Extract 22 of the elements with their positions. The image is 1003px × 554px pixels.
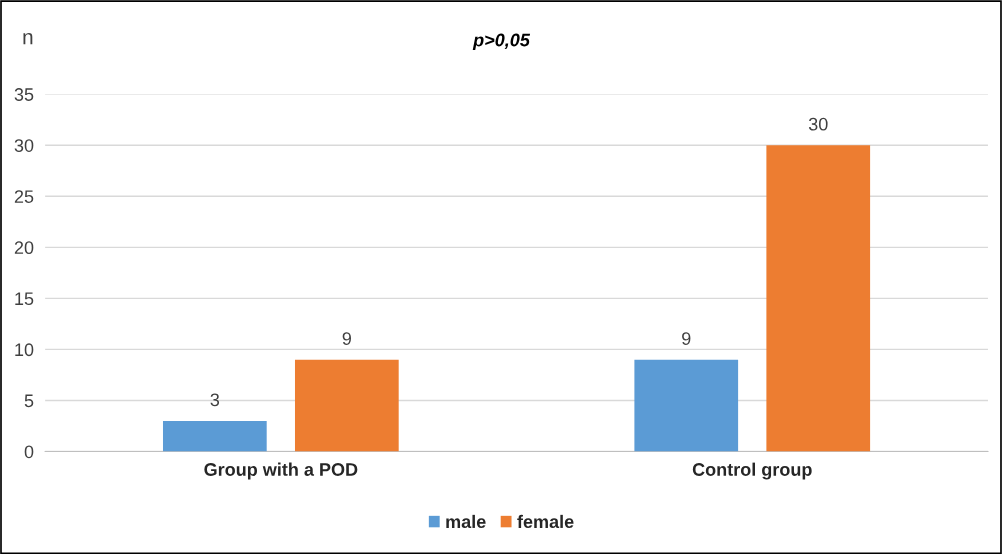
legend-label: male [446, 514, 486, 529]
y-axis-title: n [23, 32, 33, 45]
legend-label: female [517, 514, 574, 529]
y-tick-label: 20 [14, 241, 34, 255]
data-label: 30 [808, 117, 828, 131]
data-label: 3 [210, 393, 220, 407]
bar [766, 145, 871, 452]
bar [294, 359, 399, 452]
chart-title: p>0,05 [472, 33, 531, 50]
data-label: 9 [342, 332, 351, 345]
data-label: 9 [682, 332, 691, 345]
x-tick-label: Control group [692, 462, 812, 480]
x-tick-label: Group with a POD [204, 462, 358, 480]
y-tick-label: 10 [15, 343, 34, 357]
y-tick-label: 15 [15, 292, 34, 306]
y-tick-label: 30 [14, 139, 34, 152]
bar [634, 359, 739, 452]
y-tick-label: 35 [14, 88, 34, 101]
y-tick-label: 5 [24, 394, 34, 408]
y-tick-label: 0 [24, 445, 34, 459]
y-tick-label: 25 [14, 190, 34, 203]
bar [162, 420, 267, 452]
